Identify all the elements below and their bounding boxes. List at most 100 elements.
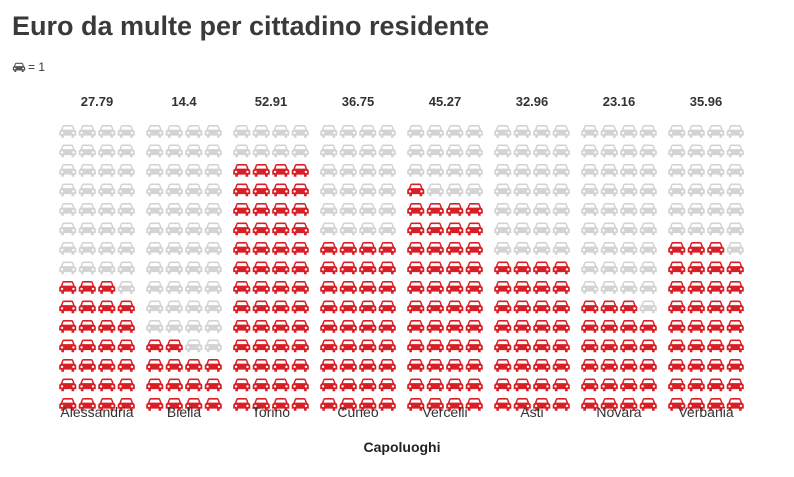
car-icon (600, 241, 618, 255)
car-icon (204, 358, 222, 372)
car-icon (465, 202, 483, 216)
car-icon (446, 163, 464, 177)
car-icon (687, 358, 705, 372)
value-labels: 27.79 14.4 52.91 36.75 45.27 32.96 23.16 35.96 (81, 94, 723, 109)
car-icon (407, 183, 425, 197)
car-icon (494, 319, 512, 333)
car-icon (59, 202, 77, 216)
car-icon (146, 241, 164, 255)
icon-column-torino (233, 124, 309, 411)
car-icon (407, 241, 425, 255)
car-icon (252, 280, 270, 294)
car-icon (726, 163, 744, 177)
car-icon (581, 163, 599, 177)
car-icon (339, 163, 357, 177)
car-icon (320, 280, 338, 294)
car-icon (117, 319, 135, 333)
car-icon (233, 358, 251, 372)
car-icon (668, 280, 686, 294)
car-icon (407, 300, 425, 314)
chart-title: Euro da multe per cittadino residente (12, 11, 490, 41)
car-icon (291, 300, 309, 314)
car-icon (146, 300, 164, 314)
car-icon (446, 144, 464, 158)
car-icon (446, 261, 464, 275)
car-icon (465, 358, 483, 372)
car-icon (204, 339, 222, 353)
car-icon (378, 339, 396, 353)
car-icon (146, 183, 164, 197)
car-icon (600, 202, 618, 216)
car-icon (465, 241, 483, 255)
car-icon (552, 319, 570, 333)
car-icon (620, 163, 638, 177)
car-icon (252, 300, 270, 314)
car-icon (378, 358, 396, 372)
car-icon (291, 241, 309, 255)
car-icon (620, 202, 638, 216)
car-icon (165, 358, 183, 372)
car-icon (600, 339, 618, 353)
car-icon (291, 339, 309, 353)
car-icon (233, 261, 251, 275)
car-icon (165, 378, 183, 392)
car-icon (446, 339, 464, 353)
car-icon (378, 144, 396, 158)
car-icon (494, 124, 512, 138)
car-icon (533, 241, 551, 255)
car-icon (639, 124, 657, 138)
car-icon (465, 183, 483, 197)
car-icon (204, 202, 222, 216)
car-icon (513, 241, 531, 255)
car-icon (581, 183, 599, 197)
car-icon (533, 319, 551, 333)
car-icon (533, 339, 551, 353)
car-icon (533, 300, 551, 314)
car-icon (620, 124, 638, 138)
car-icon (339, 124, 357, 138)
car-icon (465, 222, 483, 236)
car-icon (726, 241, 744, 255)
car-icon (620, 280, 638, 294)
car-icon (233, 202, 251, 216)
car-icon (291, 280, 309, 294)
car-icon (233, 163, 251, 177)
car-icon (687, 222, 705, 236)
car-icon (494, 202, 512, 216)
car-icon (59, 378, 77, 392)
car-icon (233, 124, 251, 138)
car-icon (272, 300, 290, 314)
car-icon (726, 378, 744, 392)
car-icon (600, 163, 618, 177)
car-icon (320, 358, 338, 372)
car-icon (59, 358, 77, 372)
car-icon (117, 241, 135, 255)
car-icon (707, 183, 725, 197)
car-icon (620, 261, 638, 275)
car-icon (407, 144, 425, 158)
car-icon (687, 144, 705, 158)
car-icon (185, 124, 203, 138)
value-label: 14.4 (171, 94, 197, 109)
car-icon (494, 397, 512, 411)
car-icon (204, 241, 222, 255)
car-icon (378, 397, 396, 411)
car-icon (446, 241, 464, 255)
car-icon (78, 163, 96, 177)
car-icon (204, 124, 222, 138)
car-icon (98, 261, 116, 275)
car-icon (98, 222, 116, 236)
car-icon (165, 144, 183, 158)
car-icon (78, 378, 96, 392)
car-icon (252, 222, 270, 236)
car-icon (707, 202, 725, 216)
car-icon (552, 280, 570, 294)
category-label: Vercelli (422, 404, 467, 420)
value-label: 27.79 (81, 94, 114, 109)
car-icon (426, 183, 444, 197)
car-icon (185, 280, 203, 294)
car-icon (320, 144, 338, 158)
x-axis-label: Capoluoghi (364, 439, 441, 455)
car-icon (272, 358, 290, 372)
car-icon (600, 319, 618, 333)
